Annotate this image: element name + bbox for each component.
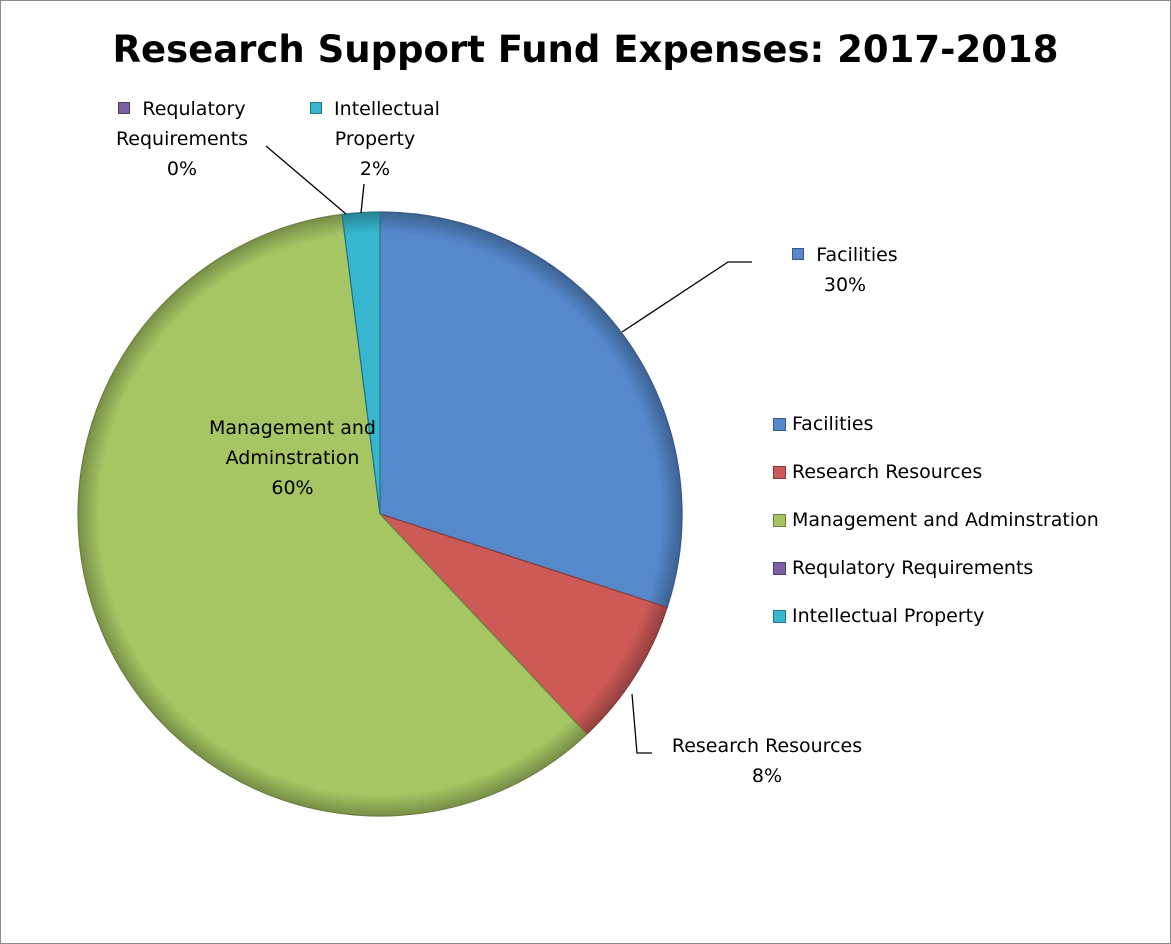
leader-line-facilities	[621, 261, 752, 333]
legend-swatch	[773, 465, 786, 479]
legend-label: Requlatory Requirements	[792, 557, 1034, 579]
data-label-text: Research Resources	[671, 735, 863, 757]
legend-label: Facilities	[792, 413, 874, 435]
legend-label: Management and Adminstration	[792, 509, 1099, 531]
legend-label: Research Resources	[792, 461, 983, 483]
data-label-text: Requirements	[115, 128, 249, 150]
pie-slice-management-and-adminstration	[77, 213, 588, 817]
data-label-text: 0%	[166, 158, 198, 180]
data-label-text: Intellectual	[334, 98, 440, 120]
pie-slice-research-resources	[379, 513, 668, 735]
data-label-research-resources: Research Resources 8%	[652, 731, 882, 791]
leader-line-requlatory-requirements	[265, 145, 347, 215]
data-label-line: Adminstration	[190, 443, 395, 473]
data-label-facilities: Facilities 30%	[745, 240, 945, 300]
data-label-intellectual-property: Intellectual Property 2%	[290, 94, 460, 184]
legend-swatch	[773, 561, 786, 575]
label-swatch	[792, 248, 805, 260]
legend-item-management-and-adminstration: Management and Adminstration	[773, 496, 1099, 544]
legend-swatch	[773, 513, 786, 527]
data-label-line: Property	[290, 124, 460, 154]
label-swatch	[310, 102, 323, 114]
data-label-text: Property	[334, 128, 416, 150]
legend-item-intellectual-property: Intellectual Property	[773, 592, 1099, 640]
data-label-text: Management and	[209, 417, 376, 439]
data-label-line: 60%	[190, 473, 395, 503]
data-label-line: 30%	[745, 270, 945, 300]
legend-item-requlatory-requirements: Requlatory Requirements	[773, 544, 1099, 592]
leader-line-research-resources	[631, 693, 652, 754]
data-label-text: 2%	[359, 158, 391, 180]
pie-slice-facilities	[379, 211, 683, 609]
legend-item-facilities: Facilities	[773, 400, 1099, 448]
legend-swatch	[773, 417, 786, 431]
data-label-line: Research Resources	[652, 731, 882, 761]
data-label-text: 60%	[271, 477, 314, 499]
leader-line-intellectual-property	[360, 183, 365, 214]
data-label-text: 30%	[823, 274, 867, 296]
legend-label: Intellectual Property	[792, 605, 985, 627]
data-label-line: 2%	[290, 154, 460, 184]
data-label-requlatory-requirements: Requlatory Requirements 0%	[82, 94, 282, 184]
data-label-line: Requlatory	[82, 94, 282, 124]
data-label-text: 8%	[751, 765, 783, 787]
data-label-management-and-adminstration: Management and Adminstration 60%	[190, 413, 395, 503]
data-label-text: Adminstration	[225, 447, 360, 469]
data-label-text: Facilities	[816, 244, 898, 266]
chart-title: Research Support Fund Expenses: 2017-201…	[112, 28, 1059, 71]
data-label-text: Requlatory	[142, 98, 246, 120]
data-label-line: 0%	[82, 154, 282, 184]
label-swatch	[118, 102, 131, 114]
data-label-line: 8%	[652, 761, 882, 791]
chart-legend: Facilities Research Resources Management a…	[773, 400, 1099, 640]
data-label-line: Facilities	[745, 240, 945, 270]
legend-item-research-resources: Research Resources	[773, 448, 1099, 496]
legend-swatch	[773, 609, 786, 623]
data-label-line: Intellectual	[290, 94, 460, 124]
data-label-line: Management and	[190, 413, 395, 443]
data-label-line: Requirements	[82, 124, 282, 154]
